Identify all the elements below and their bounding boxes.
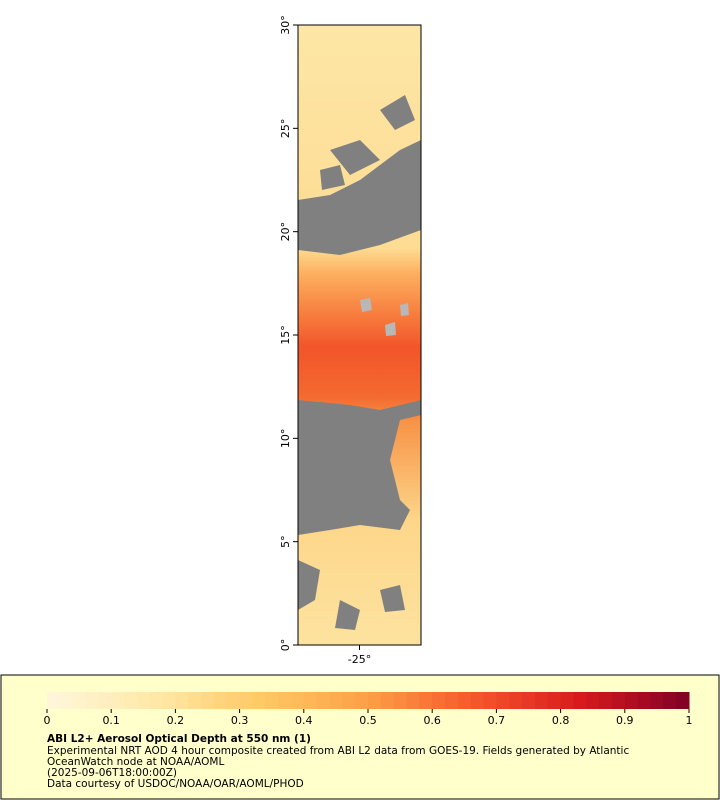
colorbar-tick-label: 0.3 — [231, 714, 249, 727]
colorbar-swatch — [432, 692, 446, 709]
colorbar-swatch — [85, 692, 99, 709]
colorbar-swatch — [265, 692, 279, 709]
colorbar-swatch — [483, 692, 497, 709]
colorbar-swatch — [355, 692, 369, 709]
y-tick-label: 25° — [279, 119, 292, 139]
legend-line: Data courtesy of USDOC/NOAA/OAR/AOML/PHO… — [47, 778, 304, 790]
colorbar-swatch — [637, 692, 651, 709]
y-tick-label: 20° — [279, 222, 292, 242]
colorbar-swatch — [624, 692, 639, 709]
colorbar-swatch — [676, 692, 690, 709]
legend-line: (2025-09-06T18:00:00Z) — [47, 767, 177, 779]
colorbar-swatch — [611, 692, 626, 709]
legend-line: OceanWatch node at NOAA/AOML — [47, 756, 224, 768]
axes: 0° 5° 10° 15° 20° 25° 30° -25° — [279, 15, 371, 666]
y-tick-label: 30° — [279, 15, 292, 35]
colorbar-tick-label: 0.4 — [295, 714, 313, 727]
colorbar-swatch — [496, 692, 510, 709]
y-tick-label: 15° — [279, 325, 292, 345]
colorbar-swatch — [175, 692, 189, 709]
colorbar-swatch — [201, 692, 215, 709]
colorbar-tick-label: 1 — [686, 714, 693, 727]
colorbar-swatch — [72, 692, 87, 709]
colorbar: 0 0.1 0.2 0.3 0.4 0.5 0.6 0.7 0.8 0.9 1 — [44, 692, 693, 727]
colorbar-swatch — [560, 692, 574, 709]
colorbar-tick-label: 0.1 — [102, 714, 120, 727]
colorbar-tick-label: 0.5 — [359, 714, 377, 727]
colorbar-tick-label: 0.6 — [423, 714, 441, 727]
legend-title: ABI L2+ Aerosol Optical Depth at 550 nm … — [47, 733, 311, 745]
colorbar-swatch — [457, 692, 472, 709]
colorbar-swatch — [149, 692, 164, 709]
colorbar-swatch — [599, 692, 613, 709]
colorbar-swatch — [98, 692, 112, 709]
colorbar-swatch — [316, 692, 330, 709]
colorbar-swatch — [534, 692, 549, 709]
colorbar-swatch — [278, 692, 292, 709]
colorbar-swatch — [239, 692, 253, 709]
colorbar-tick-label: 0.7 — [488, 714, 506, 727]
colorbar-swatch — [509, 692, 523, 709]
colorbar-swatch — [573, 692, 587, 709]
colorbar-swatch — [663, 692, 677, 709]
colorbar-swatch — [252, 692, 266, 709]
colorbar-swatch — [162, 692, 176, 709]
colorbar-swatch — [650, 692, 664, 709]
colorbar-swatch — [111, 692, 125, 709]
colorbar-swatch — [419, 692, 433, 709]
colorbar-swatch — [380, 692, 395, 709]
colorbar-swatch — [368, 692, 382, 709]
colorbar-swatch — [522, 692, 536, 709]
colorbar-tick-label: 0.2 — [167, 714, 185, 727]
colorbar-swatch — [290, 692, 305, 709]
map-field — [297, 24, 422, 646]
legend-line: Experimental NRT AOD 4 hour composite cr… — [47, 745, 629, 757]
y-tick-label: 10° — [279, 429, 292, 449]
colorbar-swatch — [303, 692, 318, 709]
colorbar-swatch — [59, 692, 74, 709]
colorbar-swatch — [547, 692, 562, 709]
colorbar-swatch — [406, 692, 420, 709]
colorbar-swatch — [213, 692, 228, 709]
colorbar-swatch — [188, 692, 202, 709]
colorbar-swatch — [470, 692, 485, 709]
y-tick-label: 5° — [279, 535, 292, 548]
colorbar-tick-label: 0.9 — [616, 714, 634, 727]
colorbar-swatch — [329, 692, 343, 709]
colorbar-swatch — [445, 692, 459, 709]
colorbar-swatch — [586, 692, 600, 709]
x-tick-label: -25° — [348, 653, 371, 666]
colorbar-swatch — [393, 692, 408, 709]
colorbar-swatch — [136, 692, 151, 709]
colorbar-swatch — [342, 692, 356, 709]
colorbar-swatch — [226, 692, 241, 709]
colorbar-swatch — [124, 692, 138, 709]
colorbar-tick-label: 0.8 — [552, 714, 570, 727]
y-tick-label: 0° — [279, 639, 292, 652]
colorbar-swatch — [47, 692, 61, 709]
colorbar-tick-label: 0 — [44, 714, 51, 727]
